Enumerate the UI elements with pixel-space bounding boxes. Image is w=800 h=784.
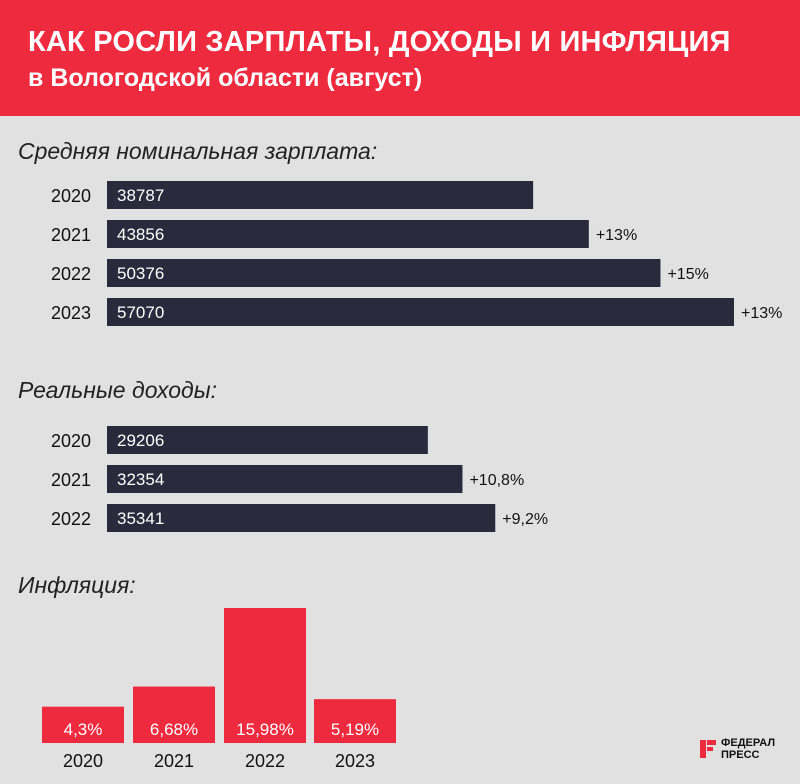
salary-bar-value: 38787 (117, 186, 164, 205)
salary-section-title: Средняя номинальная зарплата: (18, 138, 378, 164)
salary-year-label: 2020 (51, 186, 91, 206)
salary-bar (107, 181, 534, 209)
income-bar-value: 32354 (117, 470, 164, 489)
salary-bar-value: 43856 (117, 225, 164, 244)
federalpress-logo: ФЕДЕРАЛ ПРЕСС (700, 737, 775, 761)
salary-year-label: 2023 (51, 303, 91, 323)
inflation-bar (224, 608, 306, 743)
income-year-label: 2021 (51, 470, 91, 490)
inflation-year-label: 2022 (245, 751, 285, 771)
inflation-year-label: 2021 (154, 751, 194, 771)
income-bar (107, 465, 463, 493)
header-banner: КАК РОСЛИ ЗАРПЛАТЫ, ДОХОДЫ И ИНФЛЯЦИЯ в … (0, 0, 800, 116)
income-bar-value: 29206 (117, 431, 164, 450)
income-section-title: Реальные доходы: (18, 377, 218, 403)
salary-bar (107, 220, 589, 248)
income-year-label: 2022 (51, 509, 91, 529)
income-bar-value: 35341 (117, 509, 164, 528)
chart-subtitle: в Вологодской области (август) (28, 64, 423, 92)
logo-mark-icon (700, 740, 716, 758)
income-year-label: 2020 (51, 431, 91, 451)
salary-bar (107, 259, 661, 287)
inflation-year-label: 2020 (63, 751, 103, 771)
income-bar (107, 426, 428, 454)
salary-bar-value: 57070 (117, 303, 164, 322)
inflation-bar-value: 6,68% (150, 720, 198, 739)
chart-title: КАК РОСЛИ ЗАРПЛАТЫ, ДОХОДЫ И ИНФЛЯЦИЯ (28, 26, 731, 58)
logo-line-1: ФЕДЕРАЛ (721, 737, 776, 749)
inflation-section-title: Инфляция: (18, 572, 136, 598)
salary-change-label: +13% (596, 227, 637, 244)
income-change-label: +10,8% (469, 472, 524, 489)
inflation-bar-value: 5,19% (331, 720, 379, 739)
income-change-label: +9,2% (502, 511, 548, 528)
salary-year-label: 2021 (51, 225, 91, 245)
inflation-bar (314, 699, 396, 743)
inflation-bar-value: 15,98% (236, 720, 294, 739)
salary-change-label: +15% (667, 266, 708, 283)
salary-year-label: 2022 (51, 264, 91, 284)
salary-change-label: +13% (741, 305, 782, 322)
inflation-bar (42, 706, 124, 743)
inflation-bar-value: 4,3% (64, 720, 103, 739)
salary-bar (107, 298, 734, 326)
logo-line-2: ПРЕСС (721, 749, 760, 761)
income-bar (107, 504, 496, 532)
inflation-bar (133, 686, 215, 743)
salary-bar-value: 50376 (117, 264, 164, 283)
inflation-year-label: 2023 (335, 751, 375, 771)
